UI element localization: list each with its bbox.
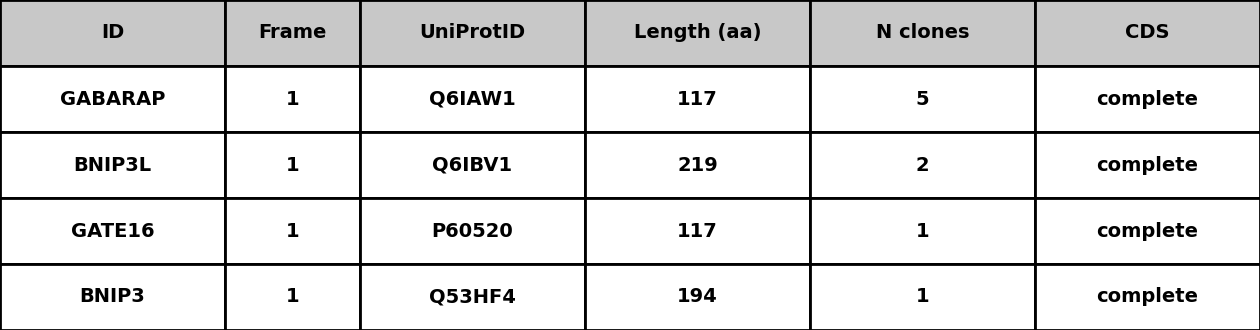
Bar bbox=[585, 0, 810, 66]
Text: Length (aa): Length (aa) bbox=[634, 23, 761, 43]
Text: ID: ID bbox=[101, 23, 125, 43]
Text: 1: 1 bbox=[286, 155, 300, 175]
Text: complete: complete bbox=[1096, 155, 1198, 175]
Bar bbox=[585, 132, 810, 198]
Bar bbox=[360, 66, 585, 132]
Text: 117: 117 bbox=[677, 221, 718, 241]
Bar bbox=[810, 0, 1034, 66]
Bar bbox=[226, 66, 360, 132]
Bar bbox=[0, 0, 226, 66]
Bar bbox=[1034, 0, 1260, 66]
Text: 219: 219 bbox=[677, 155, 718, 175]
Text: 2: 2 bbox=[916, 155, 930, 175]
Text: Q53HF4: Q53HF4 bbox=[430, 287, 515, 307]
Text: N clones: N clones bbox=[876, 23, 969, 43]
Text: 117: 117 bbox=[677, 89, 718, 109]
Text: 194: 194 bbox=[677, 287, 718, 307]
Text: P60520: P60520 bbox=[432, 221, 513, 241]
Text: GABARAP: GABARAP bbox=[59, 89, 165, 109]
Bar bbox=[0, 198, 226, 264]
Text: Q6IBV1: Q6IBV1 bbox=[432, 155, 513, 175]
Text: Q6IAW1: Q6IAW1 bbox=[430, 89, 515, 109]
Bar bbox=[810, 132, 1034, 198]
Text: UniProtID: UniProtID bbox=[420, 23, 525, 43]
Text: complete: complete bbox=[1096, 287, 1198, 307]
Bar bbox=[1034, 132, 1260, 198]
Text: GATE16: GATE16 bbox=[71, 221, 154, 241]
Text: 1: 1 bbox=[286, 221, 300, 241]
Bar bbox=[0, 264, 226, 330]
Bar bbox=[1034, 264, 1260, 330]
Bar bbox=[360, 132, 585, 198]
Text: complete: complete bbox=[1096, 221, 1198, 241]
Bar bbox=[226, 132, 360, 198]
Text: Frame: Frame bbox=[258, 23, 326, 43]
Bar bbox=[360, 0, 585, 66]
Bar bbox=[226, 198, 360, 264]
Text: 1: 1 bbox=[916, 287, 930, 307]
Text: 1: 1 bbox=[916, 221, 930, 241]
Bar bbox=[360, 198, 585, 264]
Text: complete: complete bbox=[1096, 89, 1198, 109]
Bar bbox=[226, 264, 360, 330]
Bar bbox=[810, 66, 1034, 132]
Text: BNIP3L: BNIP3L bbox=[73, 155, 151, 175]
Bar bbox=[0, 132, 226, 198]
Bar bbox=[1034, 198, 1260, 264]
Bar bbox=[0, 66, 226, 132]
Bar bbox=[360, 264, 585, 330]
Text: 1: 1 bbox=[286, 89, 300, 109]
Bar bbox=[1034, 66, 1260, 132]
Bar bbox=[585, 66, 810, 132]
Text: 5: 5 bbox=[916, 89, 930, 109]
Bar bbox=[810, 198, 1034, 264]
Text: BNIP3: BNIP3 bbox=[79, 287, 145, 307]
Bar bbox=[810, 264, 1034, 330]
Text: CDS: CDS bbox=[1125, 23, 1169, 43]
Text: 1: 1 bbox=[286, 287, 300, 307]
Bar bbox=[585, 264, 810, 330]
Bar bbox=[226, 0, 360, 66]
Bar bbox=[585, 198, 810, 264]
